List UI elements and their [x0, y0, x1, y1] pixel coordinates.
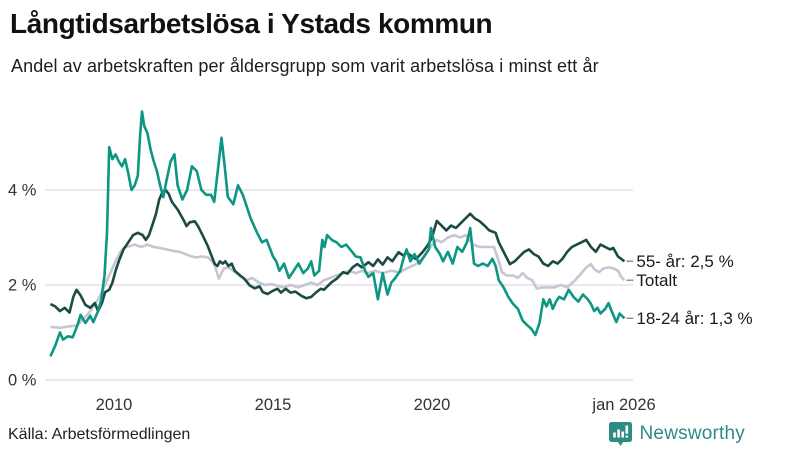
series-line-18-24-r	[49, 110, 626, 357]
source-note: Källa: Arbetsförmedlingen	[8, 426, 191, 443]
newsworthy-icon	[608, 422, 632, 446]
series-line-totalt	[50, 233, 626, 330]
series-end-label: Totalt	[636, 271, 677, 290]
x-tick-label: 2010	[96, 396, 133, 414]
chart-subtitle: Andel av arbetskraften per åldersgrupp s…	[11, 56, 599, 76]
chart-title: Långtidsarbetslösa i Ystads kommun	[10, 8, 493, 39]
gridlines	[45, 189, 633, 381]
series-lines	[49, 110, 626, 357]
x-tick-label: 2015	[255, 396, 292, 414]
axis-labels: 0 % 2 % 4 % 2010 2015 2020 jan 2026	[8, 182, 656, 415]
x-tick-label: jan 2026	[591, 396, 655, 414]
brand-logo: Newsworthy	[608, 421, 745, 447]
x-tick-label: 2020	[414, 396, 451, 414]
brand-name: Newsworthy	[639, 423, 745, 444]
y-tick-label: 2 %	[8, 277, 37, 295]
series-end-label: 55- år: 2,5 %	[636, 252, 733, 271]
series-end-label: 18-24 år: 1,3 %	[636, 309, 752, 328]
y-tick-label: 4 %	[8, 182, 37, 200]
series-line-55-r	[49, 188, 626, 314]
y-tick-label: 0 %	[8, 372, 37, 390]
